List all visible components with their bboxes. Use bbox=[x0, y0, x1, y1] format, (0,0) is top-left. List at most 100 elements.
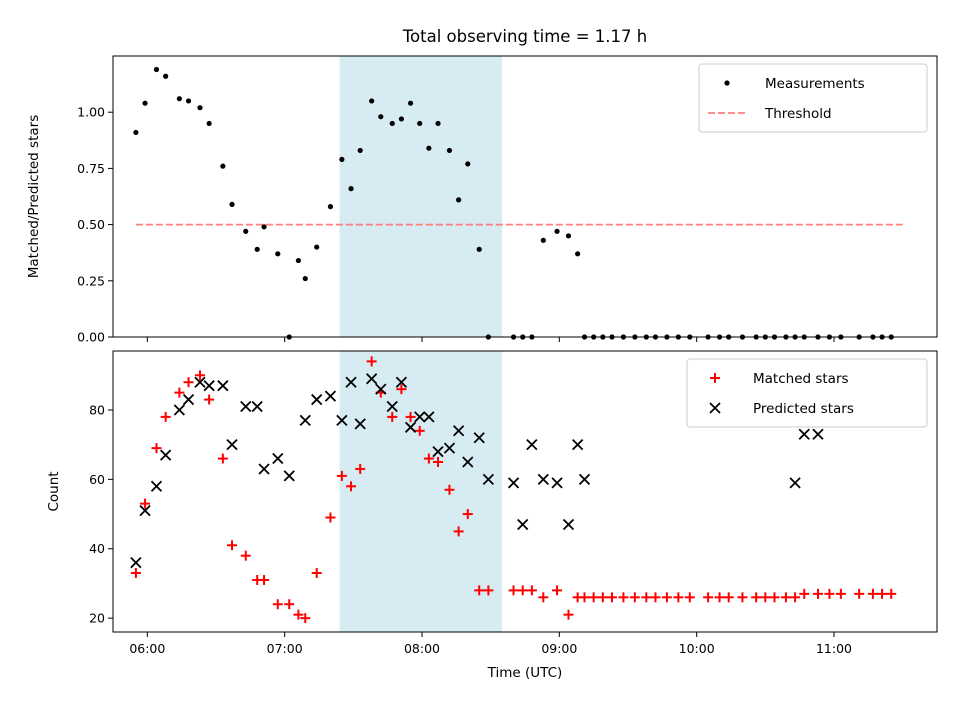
predicted-star-point bbox=[578, 473, 591, 485]
legend-box bbox=[686, 358, 928, 428]
legend-marker-predicted-b bbox=[709, 402, 721, 414]
matched-star-point bbox=[526, 585, 537, 596]
measurement-point bbox=[176, 96, 182, 102]
predicted-star-point bbox=[812, 428, 824, 440]
matched-star-point bbox=[414, 425, 425, 436]
matched-star-point bbox=[227, 540, 238, 551]
cross-stroke-b bbox=[578, 473, 591, 485]
predicted-star-point bbox=[562, 518, 575, 531]
matched-star-point bbox=[272, 599, 283, 610]
measurement-point bbox=[327, 204, 334, 210]
measurement-point bbox=[314, 244, 320, 250]
measurement-point bbox=[378, 114, 384, 120]
cross-stroke-b bbox=[395, 376, 408, 388]
matched-star-point bbox=[366, 356, 377, 367]
matched-star-point bbox=[483, 585, 494, 596]
cross-stroke-b bbox=[251, 400, 263, 413]
legend-box bbox=[698, 63, 928, 133]
matched-star-point bbox=[790, 592, 801, 603]
matched-star-point bbox=[618, 592, 629, 603]
matched-star-point bbox=[538, 592, 549, 603]
predicted-star-point bbox=[272, 452, 284, 465]
matched-star-point bbox=[194, 370, 205, 381]
matched-star-point bbox=[174, 387, 185, 398]
matched-star-point bbox=[396, 384, 407, 395]
y-tick-label: 0.75 bbox=[77, 161, 105, 176]
cross-stroke-b bbox=[462, 456, 474, 468]
measurement-point bbox=[389, 120, 395, 127]
matched-star-point bbox=[355, 463, 366, 474]
cross-stroke-b bbox=[150, 480, 163, 492]
predicted-star-point bbox=[182, 393, 195, 406]
legend: Matched stars Predicted stars bbox=[686, 358, 928, 428]
cross-stroke-b bbox=[443, 442, 456, 454]
measurement-point bbox=[476, 246, 482, 252]
cross-stroke-b bbox=[226, 439, 238, 451]
predicted-star-point bbox=[194, 376, 206, 388]
cross-stroke-b bbox=[299, 414, 311, 427]
matched-star-point bbox=[650, 592, 661, 603]
predicted-star-point bbox=[226, 439, 238, 451]
predicted-star-point bbox=[517, 518, 529, 531]
measurement-point bbox=[243, 228, 249, 234]
measurement-point bbox=[456, 197, 462, 203]
matched-star-point bbox=[723, 592, 734, 603]
matched-star-point bbox=[387, 411, 398, 422]
matched-star-point bbox=[641, 592, 652, 603]
y-tick-label: 40 bbox=[89, 541, 105, 556]
measurement-point bbox=[446, 147, 453, 154]
matched-star-point bbox=[780, 592, 791, 603]
matched-star-point bbox=[799, 588, 810, 599]
predicted-star-point bbox=[789, 477, 801, 489]
matched-star-point bbox=[751, 592, 762, 603]
matched-star-point bbox=[311, 568, 322, 579]
matched-star-point bbox=[517, 585, 528, 596]
cross-stroke-b bbox=[283, 470, 295, 482]
predicted-star-point bbox=[404, 421, 417, 433]
cross-stroke-b bbox=[203, 380, 215, 392]
matched-star-point bbox=[300, 613, 311, 624]
x-tick-label: 11:00 bbox=[816, 641, 852, 656]
predicted-star-point bbox=[375, 383, 387, 395]
cross-stroke-b bbox=[336, 414, 348, 427]
y-tick-label: 0.50 bbox=[77, 217, 105, 232]
x-axis-label: Time (UTC) bbox=[487, 665, 563, 681]
predicted-star-point bbox=[443, 442, 456, 454]
measurement-point bbox=[220, 163, 226, 169]
measurement-point bbox=[229, 201, 235, 207]
measurement-point bbox=[554, 228, 560, 234]
measurement-point bbox=[435, 120, 441, 127]
predicted-star-point bbox=[299, 414, 311, 427]
cross-stroke-b bbox=[572, 439, 584, 451]
x-tick-label: 10:00 bbox=[679, 641, 715, 656]
measurement-point bbox=[398, 116, 404, 122]
predicted-star-point bbox=[507, 477, 520, 489]
cross-stroke-b bbox=[473, 432, 485, 444]
predicted-star-point bbox=[251, 400, 263, 413]
matched-star-point bbox=[684, 592, 695, 603]
y-tick-label: 60 bbox=[89, 472, 105, 487]
axes-frame bbox=[112, 55, 938, 338]
cross-stroke-b bbox=[217, 380, 229, 392]
observing-window-shade bbox=[339, 351, 503, 632]
matched-star-point bbox=[183, 377, 194, 388]
matched-star-point bbox=[336, 470, 347, 481]
matched-star-point bbox=[284, 599, 295, 610]
predicted-star-point bbox=[572, 439, 584, 451]
x-tick-label: 08:00 bbox=[404, 641, 440, 656]
predicted-star-point bbox=[345, 376, 357, 388]
matched-star-point bbox=[597, 592, 608, 603]
measurement-point bbox=[302, 275, 308, 282]
cross-stroke-b bbox=[562, 518, 575, 531]
matched-star-point bbox=[714, 592, 725, 603]
y-tick-label: 0.00 bbox=[77, 330, 105, 345]
matched-star-point bbox=[204, 394, 215, 405]
predicted-star-point bbox=[386, 400, 398, 413]
predicted-star-point bbox=[526, 439, 538, 451]
measurement-point bbox=[261, 224, 267, 230]
predicted-star-point bbox=[354, 418, 366, 430]
y-axis-label: Count bbox=[46, 471, 62, 511]
matched-star-point bbox=[453, 526, 464, 537]
legend-label: Predicted stars bbox=[753, 401, 854, 417]
predicted-star-point bbox=[482, 473, 495, 485]
